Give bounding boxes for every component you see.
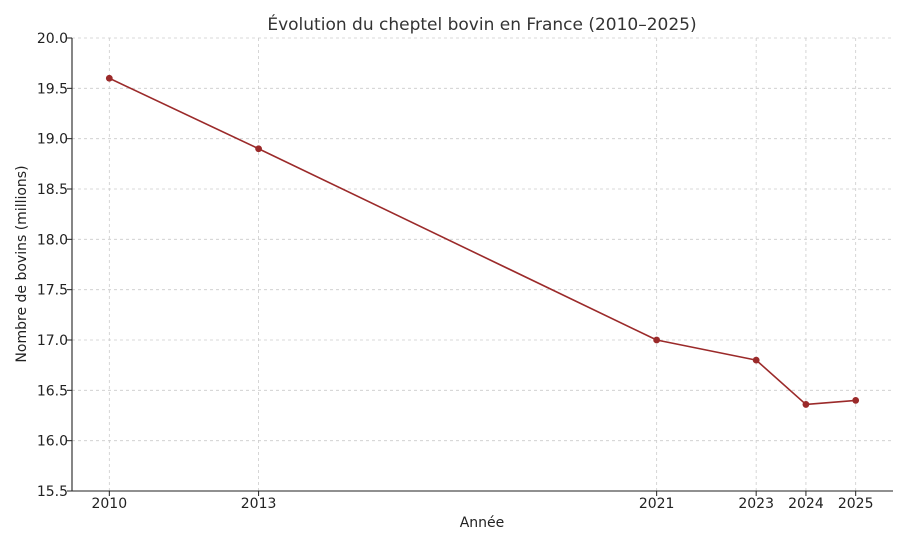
x-tick-label: 2023 [738,496,774,512]
x-tick-label: 2021 [639,496,675,512]
x-tick-label: 2025 [838,496,874,512]
data-point [255,145,262,153]
y-tick-label: 19.0 [37,132,68,148]
y-tick-label: 18.0 [37,232,68,248]
data-point [752,356,760,364]
y-tick-label: 16.0 [37,434,68,450]
axes [71,38,893,492]
y-tick-label: 15.5 [37,484,68,500]
y-tick-label: 16.5 [37,383,68,399]
data-point [852,397,860,404]
grid [72,37,893,492]
y-tick-label: 17.5 [37,283,68,299]
x-axis-label: Année [460,515,505,531]
x-tick-label: 2013 [241,496,277,512]
x-tick-label: 2024 [788,496,824,512]
y-tick-label: 19.5 [37,81,68,97]
series-line [108,77,856,406]
y-tick-label: 17.0 [37,333,68,349]
data-point [653,336,661,344]
y-axis-label: Nombre de bovins (millions) [14,165,30,362]
y-tick-label: 18.5 [37,182,68,198]
series [105,74,860,408]
chart-title: Évolution du cheptel bovin en France (20… [267,13,696,35]
y-tick-label: 20.0 [37,31,68,47]
ticks: 15.5 16.0 16.5 17.0 17.5 18.0 18.5 19.0 19.5 20.0… [37,31,874,512]
x-tick-label: 2010 [91,496,127,512]
data-point [802,401,810,408]
data-point [105,74,113,82]
